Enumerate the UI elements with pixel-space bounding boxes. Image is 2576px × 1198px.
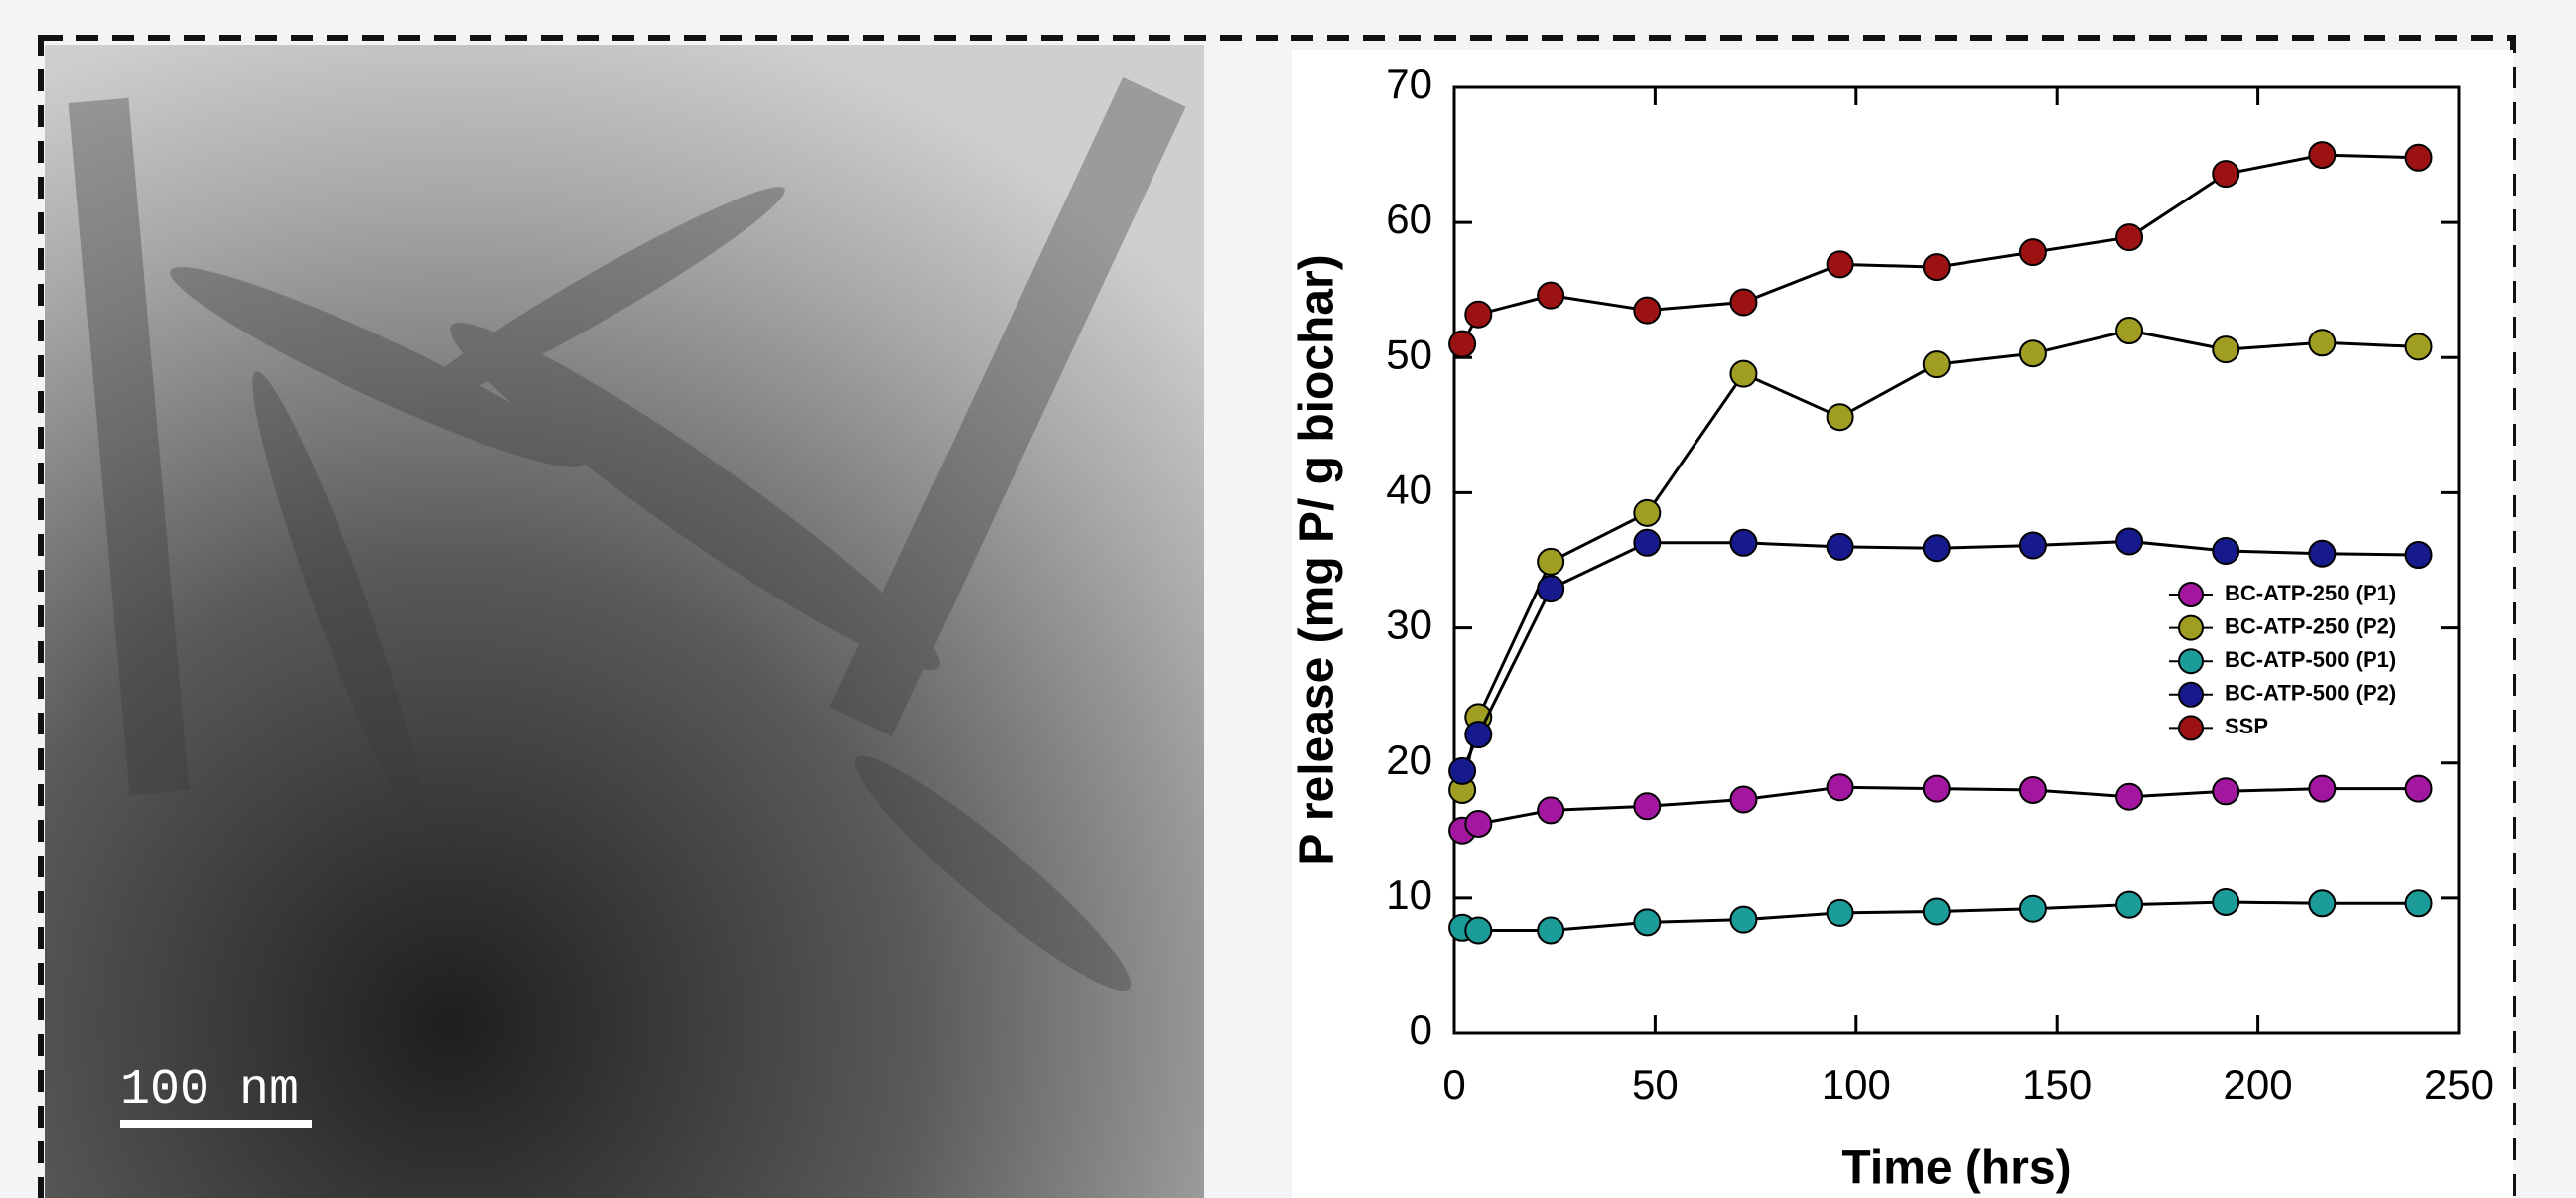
data-point [2404,143,2433,172]
x-tick-label: 150 [2022,1061,2092,1108]
data-point [1922,253,1951,282]
data-point [2212,160,2240,189]
legend-marker [2178,681,2204,708]
legend-marker [2178,715,2204,741]
legend-label: BC-ATP-250 (P2) [2225,613,2396,638]
data-point [1826,532,1854,561]
data-point [1729,359,1758,388]
data-point [1633,792,1662,821]
tem-image: 100 nm [45,45,1204,1198]
data-point [1448,330,1477,358]
data-point [1537,547,1565,576]
data-point [2018,894,2047,923]
data-point [1464,916,1493,945]
y-tick-label: 50 [1386,331,1432,377]
data-point [1633,908,1662,937]
data-point [1729,905,1758,934]
data-point [1826,403,1854,432]
series-line [1460,539,2419,772]
data-point [1448,756,1477,785]
data-point [2115,890,2144,919]
data-point [1826,898,1854,927]
data-point [1537,575,1565,603]
data-point [1826,773,1854,802]
data-point [2308,539,2337,568]
data-point [2018,775,2047,804]
data-point [1464,721,1493,749]
data-point [2018,339,2047,368]
data-point [2404,541,2433,570]
data-point [2212,335,2240,364]
y-axis-title: P release (mg P/ g biochar) [1291,254,1344,865]
data-point [2308,141,2337,170]
legend-marker [2178,614,2204,641]
legend-label: BC-ATP-250 (P1) [2225,581,2396,605]
data-point [1729,288,1758,317]
data-point [2308,329,2337,357]
legend-label: SSP [2225,714,2268,738]
data-point [2115,782,2144,811]
x-tick-label: 50 [1632,1061,1679,1108]
data-point [2212,777,2240,806]
data-point [1537,796,1565,825]
data-point [2404,889,2433,918]
x-tick-label: 200 [2224,1061,2293,1108]
y-tick-label: 40 [1386,466,1432,513]
data-point [2212,536,2240,565]
y-tick-label: 0 [1410,1006,1432,1053]
legend-label: BC-ATP-500 (P1) [2225,647,2396,672]
data-point [1922,897,1951,926]
legend-marker [2178,582,2204,607]
data-point [2404,774,2433,803]
y-tick-label: 20 [1386,736,1432,783]
data-point [2115,223,2144,252]
legend-label: BC-ATP-500 (P2) [2225,681,2396,706]
data-point [1537,916,1565,945]
data-point [1464,300,1493,329]
chart-panel [1292,50,2513,1198]
y-tick-label: 70 [1386,61,1432,107]
dashed-border [38,35,2516,1198]
data-point [1537,281,1565,310]
data-point [1922,774,1951,803]
x-tick-label: 0 [1442,1061,1465,1108]
x-tick-label: 100 [1822,1061,1891,1108]
data-point [2018,531,2047,560]
data-point [2018,238,2047,267]
data-point [2308,889,2337,918]
data-point [2308,774,2337,803]
data-point [1633,498,1662,527]
y-tick-label: 60 [1386,196,1432,242]
legend-marker [2178,648,2204,675]
scale-bar-label: 100 nm [120,1062,299,1119]
data-point [1922,350,1951,379]
plot-frame [1452,85,2461,1035]
y-tick-label: 10 [1386,871,1432,918]
data-point [2404,333,2433,361]
data-point [1464,809,1493,838]
data-point [1729,528,1758,557]
data-point [1826,250,1854,279]
x-axis-title: Time (hrs) [1841,1142,2071,1195]
data-point [1729,785,1758,814]
y-tick-label: 30 [1386,601,1432,648]
data-point [2115,317,2144,345]
x-tick-label: 250 [2424,1061,2494,1108]
data-point [2115,527,2144,556]
chart: Time (hrs) P release (mg P/ g biochar) 0… [1291,61,2494,1195]
data-point [2212,887,2240,916]
data-point [1922,534,1951,563]
data-point [1633,528,1662,557]
data-point [1633,296,1662,325]
